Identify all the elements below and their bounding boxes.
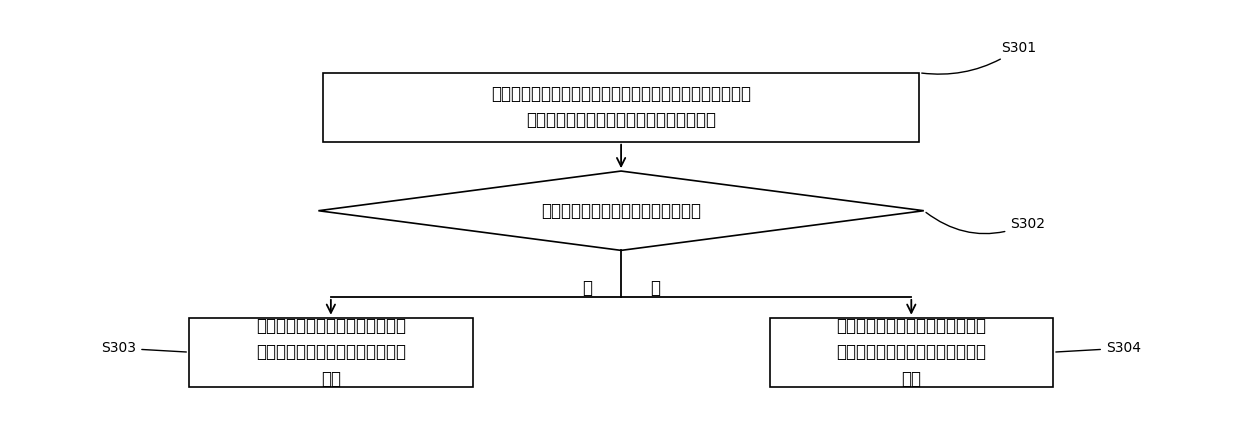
FancyBboxPatch shape [770, 318, 1053, 387]
Text: 确定检测电压的相位与目标相反相
，检测电压的幅值为第一绝对值的
一半: 确定检测电压的相位与目标相反相 ，检测电压的幅值为第一绝对值的 一半 [255, 317, 405, 388]
FancyBboxPatch shape [190, 318, 472, 387]
Polygon shape [319, 171, 924, 250]
Text: S304: S304 [1055, 341, 1141, 355]
Text: S302: S302 [926, 212, 1045, 234]
Text: 确定检测电压的相位与目标相同相
，检测电压的幅值为第二绝对值的
一半: 确定检测电压的相位与目标相同相 ，检测电压的幅值为第二绝对值的 一半 [836, 317, 986, 388]
Text: S301: S301 [921, 41, 1035, 74]
Text: 否: 否 [650, 280, 660, 297]
Text: S303: S303 [102, 341, 186, 355]
FancyBboxPatch shape [324, 73, 919, 142]
Text: 计算目标相电压与预设最低电压差值的第一绝对值，以及目
标相电压与预设最高电压差值的第二绝对值: 计算目标相电压与预设最低电压差值的第一绝对值，以及目 标相电压与预设最高电压差值… [491, 85, 751, 129]
Text: 判断第一绝对值是否大于第二绝对值: 判断第一绝对值是否大于第二绝对值 [541, 202, 701, 220]
Text: 是: 是 [583, 280, 593, 297]
